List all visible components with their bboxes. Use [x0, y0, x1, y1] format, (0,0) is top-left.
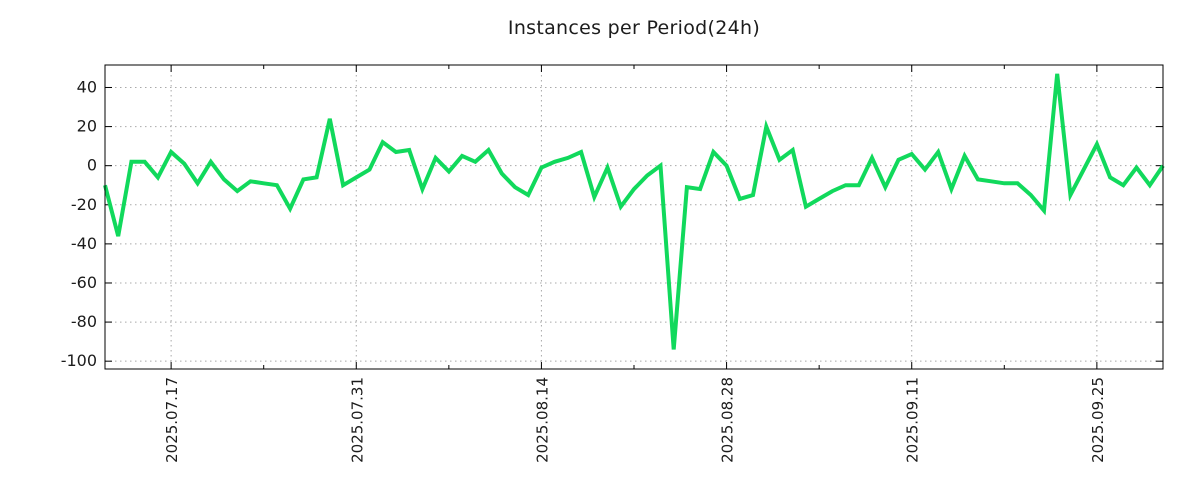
plot-border: [104, 64, 1164, 370]
y-tick-label: -40: [71, 234, 97, 253]
y-tick-label: 40: [77, 77, 97, 96]
y-tick-label: -60: [71, 273, 97, 292]
x-tick-label: 2025.08.14: [533, 377, 551, 463]
data-line-instances: [103, 73, 1165, 350]
chart-title: Instances per Period(24h): [507, 17, 761, 39]
x-tick-label: 2025.07.17: [163, 377, 181, 463]
y-tick-label: -80: [71, 312, 97, 331]
y-tick-label: -20: [71, 195, 97, 214]
y-tick-label: 20: [77, 117, 97, 136]
x-tick-label: 2025.09.25: [1089, 377, 1107, 463]
y-tick-label: 0: [87, 156, 97, 175]
x-tick-label: 2025.08.28: [719, 377, 737, 463]
x-tick-label: 2025.09.11: [904, 377, 922, 463]
x-tick-label: 2025.07.31: [348, 377, 366, 463]
y-tick-label: -100: [61, 351, 97, 370]
